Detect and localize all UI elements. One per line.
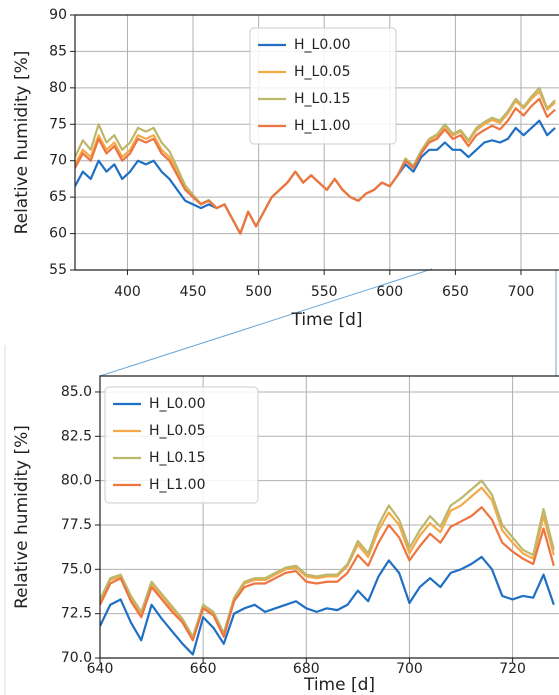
legend-label: H_L0.00 bbox=[149, 396, 206, 412]
legend-label: H_L0.05 bbox=[149, 423, 206, 439]
y-tick-label: 70.0 bbox=[61, 650, 92, 666]
y-tick-label: 75 bbox=[49, 116, 67, 132]
x-tick-label: 700 bbox=[508, 284, 535, 300]
x-tick-label: 700 bbox=[396, 661, 423, 677]
x-axis-label: Time [d] bbox=[303, 675, 375, 695]
zoom-connector bbox=[99, 268, 433, 377]
legend-label: H_L0.05 bbox=[294, 64, 351, 80]
y-tick-label: 55 bbox=[49, 262, 67, 278]
y-tick-label: 60 bbox=[49, 226, 67, 242]
legend: H_L0.00 H_L0.05 H_L0.15 H_L1.00 bbox=[104, 386, 259, 504]
x-tick-label: 450 bbox=[180, 284, 207, 300]
y-tick-label: 70 bbox=[49, 153, 67, 169]
legend-label: H_L0.00 bbox=[294, 37, 351, 53]
y-tick-label: 65 bbox=[49, 189, 67, 205]
y-tick-label: 90 bbox=[49, 7, 67, 23]
data-line bbox=[100, 555, 555, 656]
legend-label: H_L0.15 bbox=[294, 91, 351, 107]
legend-label: H_L0.15 bbox=[149, 450, 206, 466]
y-tick-label: 77.5 bbox=[61, 517, 92, 533]
x-axis-label: Time [d] bbox=[290, 310, 362, 330]
legend-box bbox=[104, 386, 259, 504]
y-tick-label: 82.5 bbox=[61, 428, 92, 444]
x-tick-label: 500 bbox=[245, 284, 272, 300]
x-tick-label: 640 bbox=[87, 661, 114, 677]
y-tick-label: 80 bbox=[49, 80, 67, 96]
y-tick-label: 85 bbox=[49, 43, 67, 59]
x-tick-label: 680 bbox=[293, 661, 320, 677]
y-axis-label: Relative humidity [%] bbox=[12, 51, 32, 235]
data-line bbox=[100, 486, 555, 640]
legend: H_L0.00 H_L0.05 H_L0.15 H_L1.00 bbox=[249, 27, 397, 145]
x-tick-label: 600 bbox=[376, 284, 403, 300]
y-tick-label: 72.5 bbox=[61, 606, 92, 622]
y-tick-label: 80.0 bbox=[61, 473, 92, 489]
x-tick-label: 650 bbox=[442, 284, 469, 300]
x-tick-label: 660 bbox=[190, 661, 217, 677]
x-tick-label: 400 bbox=[114, 284, 141, 300]
data-line bbox=[100, 506, 555, 642]
y-tick-label: 85.0 bbox=[61, 384, 92, 400]
data-line bbox=[75, 97, 556, 235]
legend-box bbox=[249, 27, 397, 145]
y-tick-label: 75.0 bbox=[61, 561, 92, 577]
legend-label: H_L1.00 bbox=[294, 118, 351, 134]
data-line bbox=[100, 479, 555, 638]
axes-frame bbox=[99, 375, 559, 659]
axes-frame bbox=[74, 14, 559, 271]
y-axis-label: Relative humidity [%] bbox=[12, 425, 32, 609]
legend-label: H_L1.00 bbox=[149, 477, 206, 493]
x-tick-label: 720 bbox=[499, 661, 526, 677]
x-tick-label: 550 bbox=[311, 284, 338, 300]
